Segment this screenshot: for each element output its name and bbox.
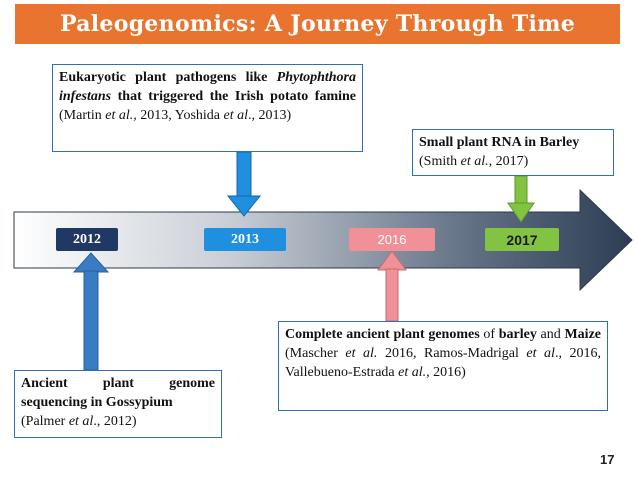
event-box-2016: Complete ancient plant genomes of barley… [278,321,608,411]
event-2016-citation-1: (Mascher [285,346,346,361]
event-2016-citation-3: ., 2016, Vallebueno-Estrada [285,346,601,380]
event-box-2013: Eukaryotic plant pathogens like Phytopht… [52,64,363,152]
year-label-2017: 2017 [485,228,559,251]
year-label-2012: 2012 [56,228,118,251]
event-2017-etal: et al., [460,154,493,169]
slide-title: Paleogenomics: A Journey Through Time [59,11,576,37]
event-2012-text: Ancient plant genome sequencing in Gossy… [21,376,215,410]
event-2016-citation-2: 2016, Ramos-Madrigal [377,346,527,361]
event-2016-text-2: of [479,327,499,342]
year-label-2013: 2013 [204,228,286,251]
arrow-2012 [72,252,110,371]
event-2017-citation-1: (Smith [419,154,461,169]
event-2013-species: Phytophthora infestans [59,70,356,104]
event-2013-citation-3: ., 2013) [248,108,292,123]
event-2016-barley: barley [498,327,537,342]
event-2013-etal-2: et al [223,108,249,123]
event-2013-citation-2: 2013, Yoshida [136,108,224,123]
event-2012-citation-1: (Palmer [21,414,69,429]
event-2016-text-3: and [536,327,565,342]
event-2012-citation-2: ., 2012) [93,414,137,429]
event-box-2012: Ancient plant genome sequencing in Gossy… [14,370,222,438]
arrow-2016 [377,250,407,322]
event-2017-citation-2: 2017) [492,154,529,169]
event-2016-etal-1: et al. [345,346,378,361]
event-2016-maize: Maize [564,327,601,342]
event-2016-etal-3: et al., [398,365,430,380]
year-label-2016: 2016 [349,228,435,251]
event-2013-text-1: Eukaryotic plant pathogens like [59,70,268,85]
event-2013-text-2: that triggered the Irish potato famine [111,89,356,104]
event-2016-citation-4: 2016) [429,365,466,380]
page-number: 17 [600,452,615,467]
event-2012-etal: et al [68,414,94,429]
event-2013-citation-1: (Martin [59,108,106,123]
event-2016-etal-2: et al [526,346,555,361]
event-2016-text-1: Complete ancient plant genomes [285,327,480,342]
timeline-arrow [13,188,633,292]
event-box-2017: Small plant RNA in Barley (Smith et al., … [412,129,614,176]
event-2017-text: Small plant RNA in Barley [419,135,580,150]
arrow-2013 [226,151,262,217]
title-bar: Paleogenomics: A Journey Through Time [15,4,620,44]
event-2013-etal-1: et al., [105,108,137,123]
arrow-2017 [507,175,535,223]
